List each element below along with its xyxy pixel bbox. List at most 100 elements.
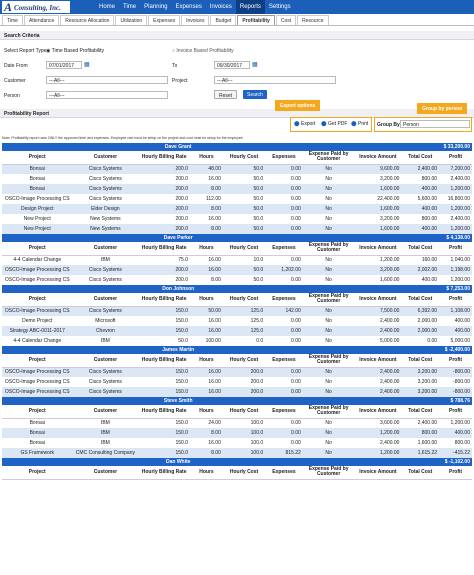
logo[interactable]: A Consulting, Inc. (2, 0, 70, 14)
cell: 16.00 (208, 439, 221, 446)
cell: 0.00 (291, 317, 301, 324)
cell: No (325, 195, 332, 202)
nav-item[interactable]: Settings (268, 4, 291, 10)
label: Select Report Type (4, 48, 47, 54)
cell: 16.00 (189, 387, 223, 397)
date-input[interactable]: 07/01/2017 (46, 61, 82, 69)
tab[interactable]: Time (2, 15, 23, 25)
select[interactable]: ---All--- (46, 76, 168, 84)
cell: 1,200.00 (450, 276, 470, 283)
cell: 16.00 (208, 256, 221, 263)
cell: OSCO-Image Processing CS (4, 276, 70, 283)
column-header: Customer (72, 151, 139, 165)
nav-item[interactable]: Home (99, 4, 116, 10)
cell: 24.00 (208, 419, 221, 426)
cell: 150.0 (138, 387, 190, 397)
cell: 3,200.00 (401, 367, 440, 377)
cell: CMC Consulting Company (72, 448, 139, 458)
cell: 0.00 (265, 204, 303, 214)
cell: 400.00 (454, 317, 470, 324)
cell: 200.0 (175, 195, 188, 202)
section-header: Profitability Report (0, 109, 474, 118)
column-header: Project (2, 354, 73, 368)
cell: 50.0 (222, 265, 266, 275)
cell: Cisco Systems (72, 367, 139, 377)
note: Note: Profitability report uses ONLY the… (2, 136, 244, 140)
cell: 200.0 (138, 265, 190, 275)
cell: 16.00 (208, 317, 221, 324)
group-select[interactable]: Person (400, 120, 470, 128)
print-button[interactable]: ⬤ Print (351, 121, 369, 127)
cell: 0.00 (427, 337, 438, 344)
search-button[interactable]: Search (243, 90, 267, 99)
cell: 150.0 (175, 317, 188, 324)
cell: 48.00 (189, 164, 223, 174)
group-name: Don Johnson (2, 285, 355, 293)
cell: No (325, 256, 332, 263)
cell: 7,500.00 (354, 306, 402, 316)
column-header: Total Cost (401, 354, 440, 368)
tab[interactable]: Invoices (181, 15, 210, 25)
column-header: Project (2, 242, 73, 256)
cell: 8.00 (189, 184, 223, 194)
cell: 75.0 (178, 256, 188, 263)
cell: 200.0 (175, 276, 188, 283)
nav-item[interactable]: Time (123, 4, 137, 10)
cell: 1,040.00 (450, 256, 470, 263)
cell: No (302, 367, 355, 377)
column-header: Invoice Amount (354, 151, 402, 165)
cell: 0.00 (265, 428, 303, 438)
select[interactable]: ---All--- (46, 91, 168, 99)
export-button[interactable]: ⬤ Export (294, 121, 316, 127)
column-header: Hours (189, 151, 223, 165)
cell: Cisco Systems (72, 306, 139, 316)
tab[interactable]: Budget (210, 15, 237, 25)
tab[interactable]: Profitability (237, 15, 275, 25)
cell: No (325, 439, 332, 446)
cell: 0.00 (265, 326, 303, 336)
cell: 1,200.00 (439, 184, 472, 194)
cell: 2,000.00 (401, 326, 440, 336)
tab[interactable]: Cost (275, 15, 297, 25)
tab[interactable]: Expenses (148, 15, 181, 25)
cell: Bonsai (29, 175, 45, 182)
cell: 50.0 (222, 204, 266, 214)
tab[interactable]: Resource (297, 15, 329, 25)
nav-item[interactable]: Invoices (209, 4, 232, 10)
nav-item[interactable]: Expenses (175, 4, 202, 10)
radio-label: Invoice Based Profitability (176, 48, 234, 54)
cell: 400.00 (401, 224, 440, 234)
cell: Cisco Systems (72, 265, 139, 275)
cell: 125.0 (250, 317, 264, 324)
cell: New Project (23, 215, 51, 222)
group-row: James Martin $ -2,400.00 (2, 346, 472, 354)
select[interactable]: ---All--- (214, 76, 336, 84)
calendar-icon[interactable]: ▦ (252, 62, 258, 68)
cell: 2,000.00 (417, 317, 438, 324)
cell: OSCO-Image Processing CS (4, 378, 70, 385)
tab[interactable]: Attendance (23, 15, 60, 25)
nav-item[interactable]: Planning (144, 4, 168, 10)
cell: 400.00 (421, 276, 438, 283)
calendar-icon[interactable]: ▦ (84, 62, 90, 68)
reset-button[interactable]: Reset (214, 90, 238, 99)
cell: 0.00 (291, 195, 301, 202)
radio[interactable]: ○ Invoice Based Profitability (172, 48, 234, 54)
pdf-button[interactable]: ⬤ Get PDF (321, 121, 348, 127)
cell: 2,400.00 (379, 378, 400, 385)
tab[interactable]: Utilization (115, 15, 148, 25)
data-row: 4-4 Calendar Change IBM 75.0 16.00 10.0 0.00 N… (2, 255, 472, 265)
cell: 800.00 (421, 215, 438, 222)
cell: No (302, 428, 355, 438)
data-row: New Project New Systems 200.0 16.00 50.0 0.00… (2, 214, 472, 224)
tab[interactable]: Resource Allocation (60, 15, 115, 25)
cell: -415.22 (439, 448, 472, 458)
cell: 50.0 (253, 175, 264, 182)
date-input[interactable]: 09/30/2017 (214, 61, 250, 69)
group-row: Dan White $ -1,102.00 (2, 458, 472, 466)
column-header-row: Project Customer Hourly Billing Rate Hours H… (2, 293, 472, 307)
cell: 8.00 (189, 428, 223, 438)
radio[interactable]: ◉ Time Based Profitability (46, 48, 105, 54)
nav-item[interactable]: Reports (235, 0, 265, 14)
cell: 3,200.00 (401, 387, 440, 397)
